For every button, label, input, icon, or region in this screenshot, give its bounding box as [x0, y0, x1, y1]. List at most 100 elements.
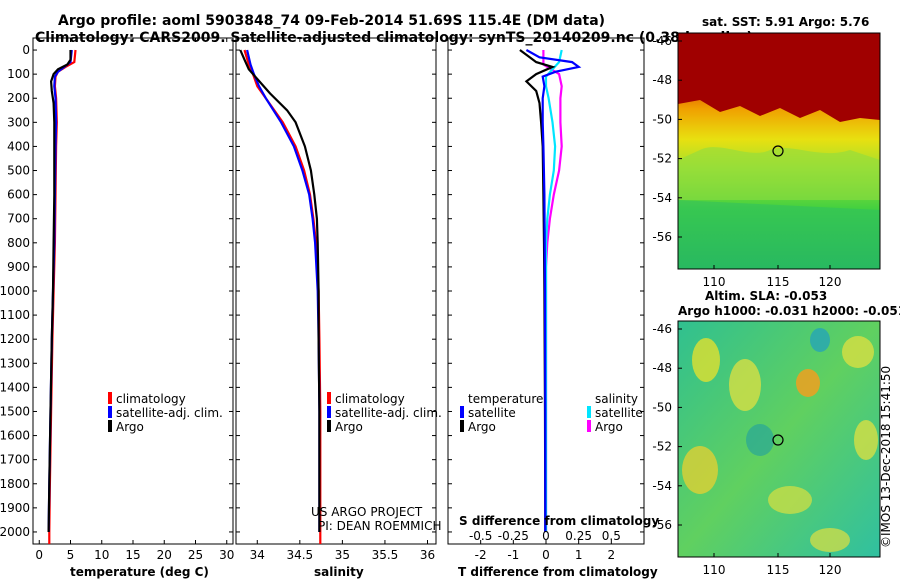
temperature-x-label: temperature (deg C) [70, 565, 209, 579]
legend-label-s-satellite: satellite [595, 406, 643, 420]
lon-tick-label: 110 [703, 275, 726, 289]
depth-tick-label: 500 [7, 164, 30, 178]
salinity-legend: climatology satellite-adj. clim. Argo [327, 392, 442, 434]
legend-swatch-satellite [108, 406, 112, 418]
lat-tick-label: -46 [652, 34, 672, 48]
sst-map-lon-ticks: 110 115 120 [703, 265, 842, 289]
x-tick-label: -1 [507, 548, 519, 562]
sla-anomaly [692, 338, 720, 382]
depth-tick-label: 1400 [0, 380, 30, 394]
sla-map-frame [677, 320, 881, 558]
lon-tick-label: 115 [767, 563, 790, 577]
series-temperature-argo-line [519, 49, 556, 533]
depth-tick-label: 300 [7, 115, 30, 129]
legend-swatch-climatology [327, 392, 331, 404]
sla-anomaly [810, 528, 850, 552]
salinity-panel-frame [235, 37, 437, 545]
sla-map-subtitle: Argo h1000: -0.031 h2000: -0.051 [678, 304, 900, 318]
imos-stamp: ©IMOS 13-Dec-2018 15:41:50 [879, 366, 893, 548]
top-x-tick-label: -0.5 [469, 529, 492, 543]
x-tick-label: 34 [250, 548, 265, 562]
legend-label-s-argo: Argo [595, 420, 623, 434]
top-x-tick-label: 0 [542, 529, 550, 543]
lon-tick-label: 120 [819, 563, 842, 577]
legend-swatch-climatology [108, 392, 112, 404]
depth-tick-label: 100 [7, 67, 30, 81]
x-tick-label: 0 [542, 548, 550, 562]
lat-tick-label: -52 [652, 440, 672, 454]
lat-tick-label: -48 [652, 73, 672, 87]
sst-warm-region [678, 33, 880, 122]
lat-tick-label: -50 [652, 400, 672, 414]
x-tick-label: 10 [94, 548, 109, 562]
legend-swatch-argo [327, 420, 331, 432]
top-x-tick-label: 0.5 [602, 529, 621, 543]
depth-tick-label: 1300 [0, 356, 30, 370]
x-tick-label: 35 [335, 548, 350, 562]
x-tick-label: 36 [420, 548, 435, 562]
depth-tick-label: 0 [22, 43, 30, 57]
depth-tick-label: 1200 [0, 332, 30, 346]
top-x-tick-label: 0.25 [565, 529, 592, 543]
lon-tick-label: 120 [819, 275, 842, 289]
depth-tick-label: 400 [7, 139, 30, 153]
sla-map [678, 321, 880, 557]
x-tick-label: 15 [125, 548, 140, 562]
temperature-panel-frame [32, 37, 234, 545]
s-difference-x-label: S difference from climatology [459, 514, 659, 528]
legend-label-argo: Argo [335, 420, 363, 434]
legend-swatch-s-argo [587, 420, 591, 432]
depth-tick-label: 200 [7, 91, 30, 105]
sla-anomaly [729, 359, 761, 411]
sla-anomaly [682, 446, 718, 494]
sst-map [678, 33, 880, 269]
x-tick-label: -2 [475, 548, 487, 562]
sla-anomaly [842, 336, 874, 368]
lat-tick-label: -48 [652, 361, 672, 375]
depth-tick-label: 900 [7, 260, 30, 274]
lat-tick-label: -54 [652, 191, 672, 205]
legend-label-climatology: climatology [335, 392, 405, 406]
sst-cool-region [678, 200, 880, 269]
x-tick-label: 34.5 [286, 548, 313, 562]
x-tick-label: 5 [67, 548, 75, 562]
t-difference-x-label: T difference from climatology [458, 565, 658, 579]
credit-line2: PI: DEAN ROEMMICH [318, 519, 441, 533]
figure-title-line1: Argo profile: aoml 5903848_74 09-Feb-201… [58, 13, 605, 29]
difference-legend: temperature satellite Argo salinity sate… [460, 392, 643, 434]
sla-map-lat-ticks: -46 -48 -50 -52 -54 -56 [652, 322, 682, 532]
legend-swatch-satellite [327, 406, 331, 418]
lat-tick-label: -56 [652, 518, 672, 532]
sst-mid-region [678, 147, 880, 200]
lat-tick-label: -50 [652, 112, 672, 126]
depth-tick-label: 700 [7, 212, 30, 226]
top-x-tick-label: -0.25 [498, 529, 529, 543]
legend-label-t-satellite: satellite [468, 406, 516, 420]
sla-anomaly [746, 424, 774, 456]
temperature-x-ticks: 0 5 10 15 20 25 30 [35, 38, 234, 562]
temperature-legend: climatology satellite-adj. clim. Argo [108, 392, 223, 434]
depth-tick-label: 2000 [0, 525, 30, 539]
legend-swatch-t-argo [460, 420, 464, 432]
series-argo-line [239, 49, 321, 532]
x-tick-label: 30 [219, 548, 234, 562]
depth-tick-label: 600 [7, 188, 30, 202]
legend-swatch-s-satellite [587, 406, 591, 418]
depth-tick-label: 1600 [0, 429, 30, 443]
sla-anomaly [854, 420, 878, 460]
credit-line1: US ARGO PROJECT [311, 505, 423, 519]
depth-tick-label: 1700 [0, 453, 30, 467]
series-argo-line [47, 50, 72, 533]
lon-tick-label: 110 [703, 563, 726, 577]
legend-group-salinity: salinity [595, 392, 638, 406]
lon-tick-label: 115 [767, 275, 790, 289]
depth-tick-label: 800 [7, 236, 30, 250]
salinity-series [239, 49, 322, 544]
sla-map-title: Altim. SLA: -0.053 [705, 289, 827, 303]
series-temperature-satellite-line [525, 49, 582, 532]
x-tick-label: 1 [575, 548, 583, 562]
legend-label-t-argo: Argo [468, 420, 496, 434]
difference-x-ticks: -2 -1 0 1 2 [475, 540, 615, 562]
legend-label-argo: Argo [116, 420, 144, 434]
